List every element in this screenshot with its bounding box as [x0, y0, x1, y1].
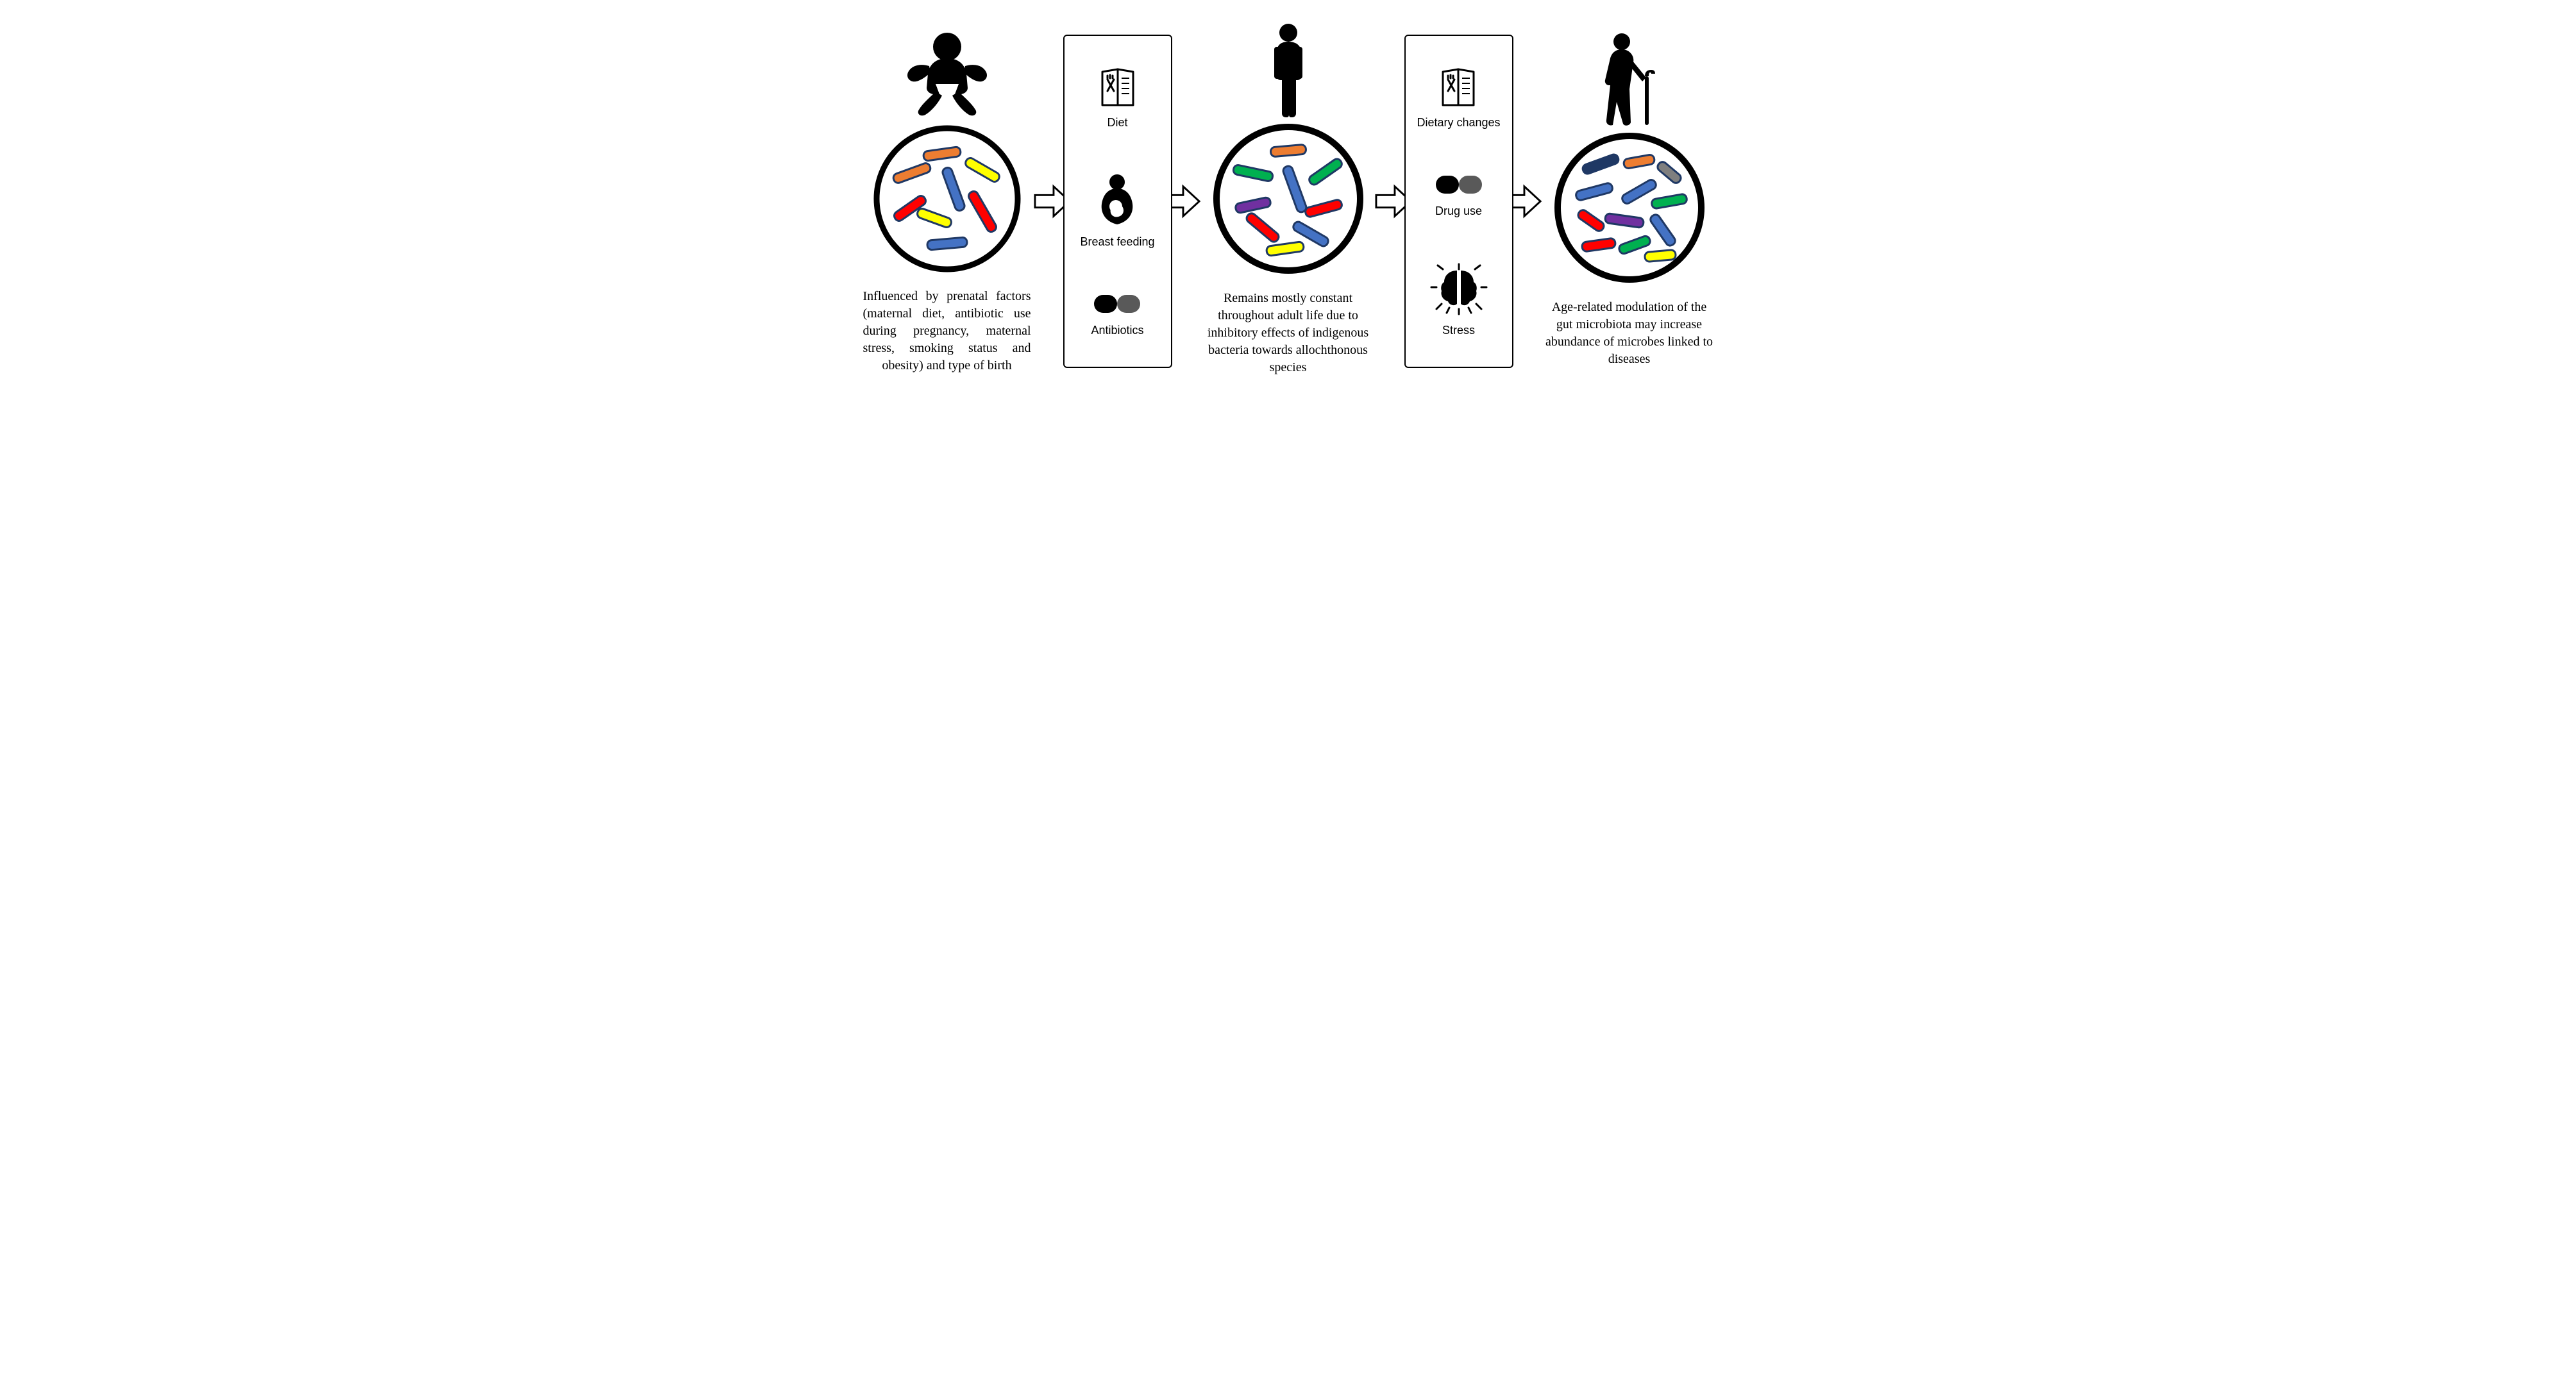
baby-icon: [896, 28, 998, 117]
petri-adult: [1209, 119, 1368, 278]
caption-adult: Remains mostly constant throughout adult…: [1202, 290, 1375, 376]
breastfeeding-icon: [1094, 173, 1140, 230]
factor-label: Dietary changes: [1417, 116, 1500, 130]
life-stage-microbiota-diagram: Influenced by prenatal factors (maternal…: [19, 26, 2557, 376]
adult-icon: [1263, 26, 1314, 115]
brain-icon: [1430, 262, 1488, 319]
factor-label: Antibiotics: [1091, 324, 1143, 337]
factor-label: Stress: [1442, 324, 1475, 337]
factors-panel-infant-adult: Diet Breast feeding Antibiotics: [1063, 35, 1172, 368]
menu-icon: [1439, 65, 1477, 111]
stage-elderly: Age-related modulation of the gut microb…: [1543, 35, 1716, 368]
pill-icon: [1435, 173, 1483, 199]
factor-label: Breast feeding: [1080, 235, 1154, 249]
factor-drug-use: Drug use: [1435, 173, 1483, 218]
factor-breastfeeding: Breast feeding: [1080, 173, 1154, 249]
menu-icon: [1099, 65, 1137, 111]
petri-infant: [870, 121, 1025, 276]
factor-diet: Diet: [1099, 65, 1137, 130]
caption-infant: Influenced by prenatal factors (maternal…: [861, 288, 1034, 374]
pill-icon: [1093, 292, 1141, 319]
factors-panel-adult-elderly: Dietary changes Drug use Str: [1404, 35, 1513, 368]
stage-adult: Remains mostly constant throughout adult…: [1202, 26, 1375, 376]
factor-antibiotics: Antibiotics: [1091, 292, 1143, 337]
factor-label: Diet: [1107, 116, 1127, 130]
factor-dietary-changes: Dietary changes: [1417, 65, 1500, 130]
petri-elderly: [1550, 128, 1709, 287]
elderly-icon: [1591, 35, 1668, 124]
stage-infant: Influenced by prenatal factors (maternal…: [861, 28, 1034, 374]
factor-label: Drug use: [1435, 205, 1482, 218]
caption-elderly: Age-related modulation of the gut microb…: [1543, 299, 1716, 368]
factor-stress: Stress: [1430, 262, 1488, 337]
